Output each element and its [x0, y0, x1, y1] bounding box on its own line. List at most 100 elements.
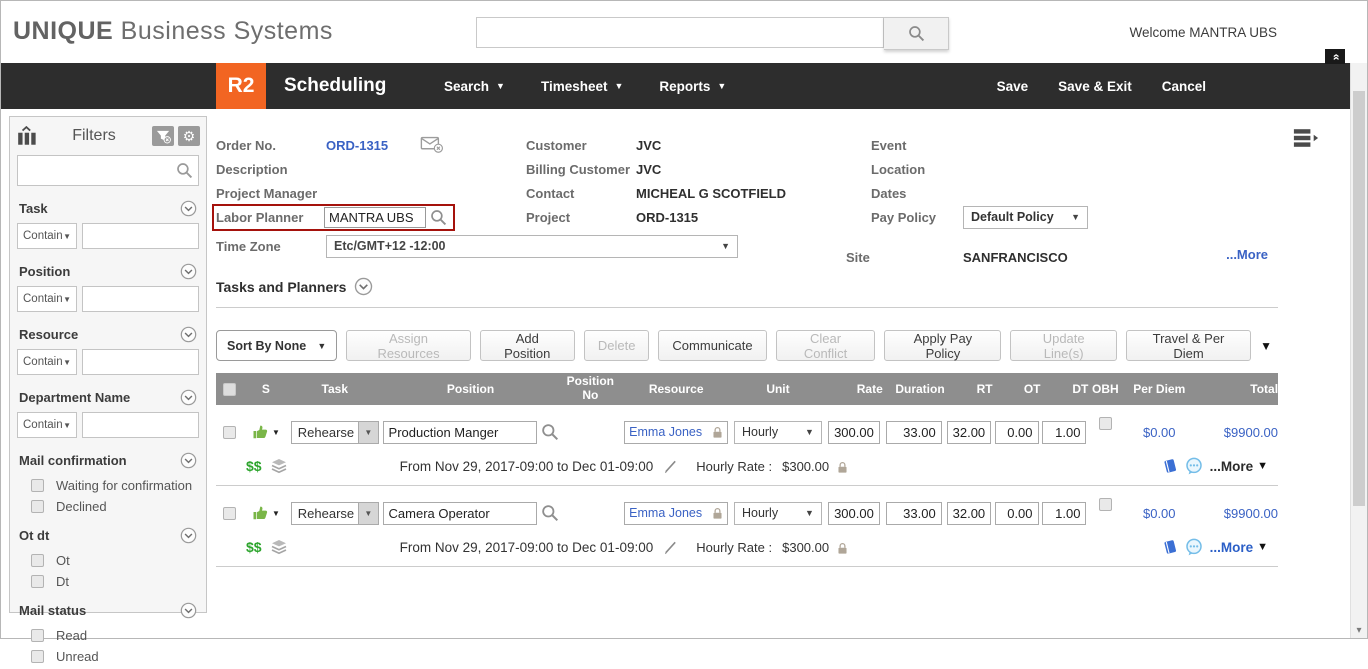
task-select[interactable]: Rehearse ▼	[290, 420, 379, 444]
apply-pay-policy-button[interactable]: Apply Pay Policy	[884, 330, 1002, 361]
pay-dollar-icon[interactable]: $$	[246, 458, 262, 474]
scrollbar-thumb[interactable]	[1353, 91, 1365, 506]
notes-book-icon[interactable]	[1162, 539, 1178, 556]
layers-icon[interactable]	[270, 539, 288, 556]
labor-planner-search-icon[interactable]	[430, 209, 447, 226]
cancel-button[interactable]: Cancel	[1161, 78, 1206, 94]
chevron-down-circle-icon[interactable]	[180, 263, 197, 280]
position-search-icon[interactable]	[541, 423, 559, 441]
task-select[interactable]: Rehearse ▼	[290, 501, 379, 525]
update-lines-button[interactable]: Update Line(s)	[1010, 330, 1117, 361]
resource-picker[interactable]: Emma Jones	[624, 501, 729, 525]
panel-columns-icon[interactable]	[16, 126, 40, 146]
unit-select[interactable]: Hourly ▼	[733, 501, 822, 525]
chat-bubble-icon[interactable]	[1185, 457, 1203, 475]
department-operator-select[interactable]: Contain ▼	[17, 412, 77, 438]
position-operator-select[interactable]: Contain ▼	[17, 286, 77, 312]
position-search-icon[interactable]	[541, 504, 559, 522]
per-diem-value[interactable]: $0.00	[1142, 505, 1176, 521]
declined-checkbox[interactable]	[31, 500, 44, 513]
add-position-button[interactable]: Add Position	[479, 330, 575, 361]
ot-input[interactable]	[994, 420, 1039, 444]
resource-name-link[interactable]: Emma Jones	[629, 425, 703, 439]
delete-button[interactable]: Delete	[583, 330, 650, 361]
chat-bubble-icon[interactable]	[1185, 538, 1203, 556]
vertical-scrollbar[interactable]: ▾	[1350, 63, 1367, 638]
ot-checkbox[interactable]	[31, 554, 44, 567]
rt-input[interactable]	[946, 420, 991, 444]
global-search-button[interactable]	[884, 17, 949, 50]
status-caret-icon[interactable]: ▼	[271, 508, 280, 518]
obh-checkbox[interactable]	[1098, 498, 1112, 511]
dt-checkbox[interactable]	[31, 575, 44, 588]
mail-disabled-icon[interactable]	[420, 136, 444, 154]
position-input[interactable]	[382, 501, 537, 525]
rate-input[interactable]	[827, 501, 880, 525]
chevron-down-circle-icon[interactable]	[180, 389, 197, 406]
side-menu-toggle-button[interactable]	[1291, 127, 1321, 149]
row-select-checkbox[interactable]	[223, 506, 237, 520]
dt-input[interactable]	[1042, 501, 1087, 525]
row-select-checkbox[interactable]	[223, 425, 237, 439]
assign-resources-button[interactable]: Assign Resources	[346, 330, 471, 361]
read-checkbox[interactable]	[31, 629, 44, 642]
dt-input[interactable]	[1042, 420, 1087, 444]
pay-policy-select[interactable]: Default Policy ▼	[963, 205, 1088, 229]
scroll-down-arrow-icon[interactable]: ▾	[1356, 625, 1362, 636]
task-operator-select[interactable]: Contain ▼	[17, 223, 77, 249]
unit-select[interactable]: Hourly ▼	[733, 420, 822, 444]
menu-reports[interactable]: Reports ▼	[659, 79, 726, 94]
row-more-link[interactable]: ...More ▼	[1210, 540, 1268, 555]
resource-picker[interactable]: Emma Jones	[624, 420, 729, 444]
select-all-checkbox[interactable]	[223, 382, 237, 396]
notes-book-icon[interactable]	[1162, 458, 1178, 475]
duration-input[interactable]	[885, 501, 942, 525]
chevron-down-circle-icon[interactable]	[354, 277, 373, 296]
row-more-link[interactable]: ...More ▼	[1210, 459, 1268, 474]
global-search-input[interactable]	[476, 17, 884, 48]
communicate-button[interactable]: Communicate	[658, 330, 767, 361]
chevron-down-circle-icon[interactable]	[180, 527, 197, 544]
position-filter-input[interactable]	[82, 286, 199, 312]
department-filter-input[interactable]	[82, 412, 199, 438]
menu-search[interactable]: Search ▼	[444, 79, 505, 94]
sort-by-select[interactable]: Sort By None ▼	[216, 330, 338, 361]
resource-filter-input[interactable]	[82, 349, 199, 375]
r2-app-badge[interactable]: R2	[216, 63, 266, 109]
sidebar-search-input[interactable]	[17, 155, 199, 186]
thumbs-up-status-icon[interactable]	[252, 424, 268, 440]
chevron-down-circle-icon[interactable]	[180, 452, 197, 469]
labor-planner-input[interactable]	[324, 206, 426, 228]
layers-icon[interactable]	[270, 458, 288, 475]
collapse-panel-tab[interactable]: »	[1325, 49, 1345, 64]
obh-checkbox[interactable]	[1098, 417, 1112, 430]
ot-input[interactable]	[994, 501, 1039, 525]
edit-pencil-icon[interactable]	[663, 539, 678, 555]
per-diem-value[interactable]: $0.00	[1142, 424, 1176, 440]
form-more-link[interactable]: ...More	[1226, 247, 1268, 262]
filter-settings-button[interactable]: ⚙	[178, 126, 200, 146]
time-zone-select[interactable]: Etc/GMT+12 -12:00 ▼	[326, 234, 738, 258]
save-exit-button[interactable]: Save & Exit	[1058, 78, 1132, 94]
save-button[interactable]: Save	[996, 78, 1029, 94]
clear-filter-button[interactable]	[152, 126, 174, 146]
duration-input[interactable]	[885, 420, 942, 444]
chevron-down-circle-icon[interactable]	[180, 602, 197, 619]
chevron-down-circle-icon[interactable]	[180, 326, 197, 343]
resource-name-link[interactable]: Emma Jones	[629, 506, 703, 520]
resource-operator-select[interactable]: Contain ▼	[17, 349, 77, 375]
rate-input[interactable]	[827, 420, 880, 444]
position-input[interactable]	[382, 420, 537, 444]
waiting-confirmation-checkbox[interactable]	[31, 479, 44, 492]
status-caret-icon[interactable]: ▼	[271, 427, 280, 437]
rt-input[interactable]	[946, 501, 991, 525]
task-filter-input[interactable]	[82, 223, 199, 249]
chevron-down-circle-icon[interactable]	[180, 200, 197, 217]
unread-checkbox[interactable]	[31, 650, 44, 663]
menu-timesheet[interactable]: Timesheet ▼	[541, 79, 623, 94]
toolbar-expand-caret-icon[interactable]: ▼	[1260, 338, 1273, 353]
travel-per-diem-button[interactable]: Travel & Per Diem	[1125, 330, 1252, 361]
thumbs-up-status-icon[interactable]	[252, 505, 268, 521]
pay-dollar-icon[interactable]: $$	[246, 539, 262, 555]
clear-conflict-button[interactable]: Clear Conflict	[775, 330, 876, 361]
